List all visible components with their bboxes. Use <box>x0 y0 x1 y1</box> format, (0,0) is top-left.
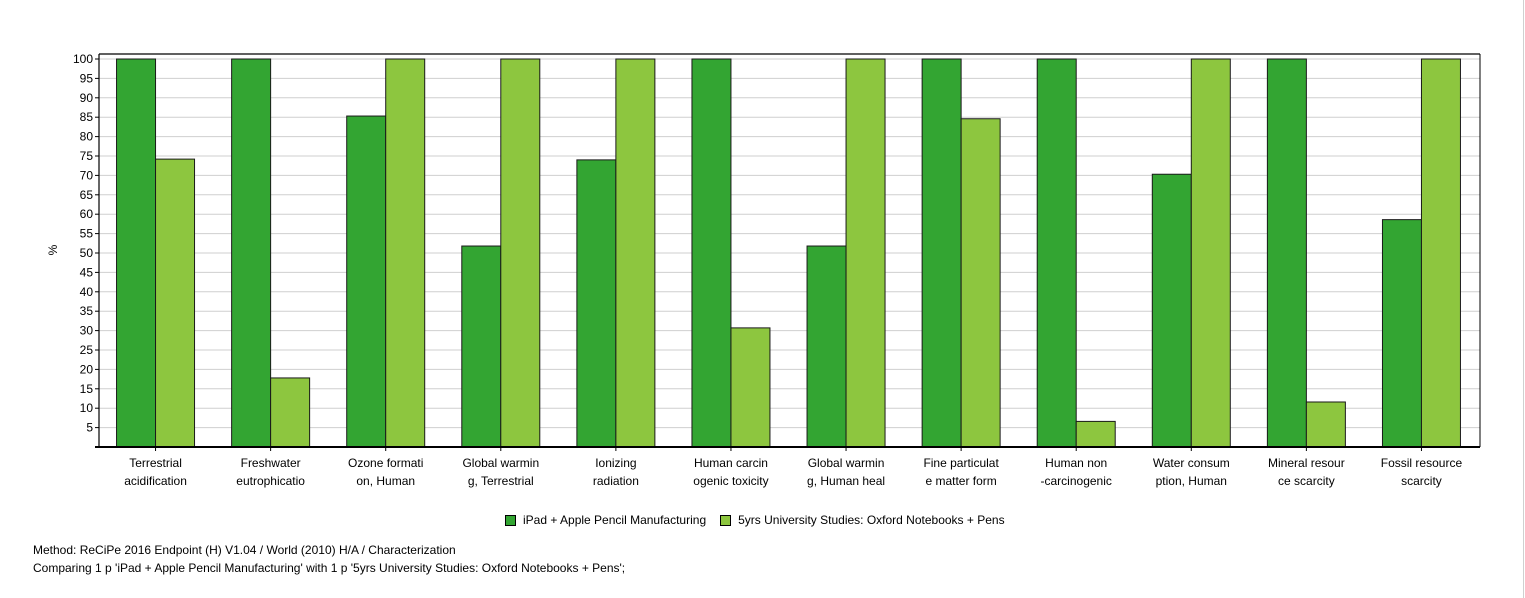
category-label: Water consum <box>1153 456 1230 470</box>
bar-notebooks-6 <box>730 327 771 448</box>
legend-swatch-notebooks <box>720 514 732 526</box>
frame-border <box>1523 0 1524 598</box>
method-text: Method: ReCiPe 2016 Endpoint (H) V1.04 /… <box>33 543 456 557</box>
category-label: ce scarcity <box>1278 474 1335 488</box>
bar-ipad-9 <box>1036 58 1077 448</box>
bar-notebooks-5 <box>615 58 656 448</box>
y-tick-label: 70 <box>80 168 94 182</box>
category-label: Human carcin <box>694 456 768 470</box>
category-label: radiation <box>593 474 639 488</box>
y-tick-label: 35 <box>80 304 94 318</box>
y-tick-label: 20 <box>80 362 94 376</box>
y-tick-label: 30 <box>80 324 94 338</box>
category-label: -carcinogenic <box>1041 474 1112 488</box>
category-label: Human non <box>1045 456 1107 470</box>
y-axis-label: % <box>46 244 60 255</box>
y-tick-label: 10 <box>80 401 94 415</box>
bar-ipad-2 <box>231 58 272 448</box>
category-label: Global warmin <box>462 456 539 470</box>
bar-notebooks-7 <box>845 58 886 448</box>
legend: iPad + Apple Pencil Manufacturing 5yrs U… <box>505 513 1019 527</box>
category-labels: Terrestrial acidification Freshwater eutrop… <box>124 456 1462 488</box>
bar-ipad-5 <box>576 159 617 448</box>
y-tick-label: 45 <box>80 265 94 279</box>
bar-notebooks-10 <box>1190 58 1231 448</box>
category-label: Freshwater <box>241 456 301 470</box>
gridlines <box>99 58 1480 429</box>
y-tick-label: 90 <box>80 91 94 105</box>
y-tick-label: 55 <box>80 227 94 241</box>
legend-label-ipad: iPad + Apple Pencil Manufacturing <box>523 513 707 527</box>
bar-notebooks-3 <box>385 58 426 448</box>
y-tick-label: 80 <box>80 130 94 144</box>
y-tick-label: 50 <box>80 246 94 260</box>
bar-ipad-4 <box>461 245 502 448</box>
category-label: acidification <box>124 474 187 488</box>
y-tick-label: 100 <box>73 52 93 66</box>
category-label: on, Human <box>356 474 415 488</box>
bar-ipad-1 <box>116 58 157 448</box>
category-label: ogenic toxicity <box>693 474 768 488</box>
bar-notebooks-8 <box>960 118 1001 448</box>
bar-chart: 5 10 15 20 25 30 35 40 45 50 55 60 65 70 75 80 85 90 95 100… <box>46 52 1481 488</box>
bar-ipad-12 <box>1381 219 1422 448</box>
y-tick-label: 25 <box>80 343 94 357</box>
y-tick-label: 85 <box>80 110 94 124</box>
y-tick-label: 75 <box>80 149 94 163</box>
bar-notebooks-11 <box>1305 401 1346 448</box>
category-label: Ionizing <box>595 456 636 470</box>
category-label: g, Terrestrial <box>468 474 534 488</box>
footer: Method: ReCiPe 2016 Endpoint (H) V1.04 /… <box>33 541 625 577</box>
category-label: e matter form <box>925 474 996 488</box>
legend-label-notebooks: 5yrs University Studies: Oxford Notebook… <box>738 513 1005 527</box>
bar-notebooks-4 <box>500 58 541 448</box>
y-tick-label: 5 <box>86 421 93 435</box>
legend-item-notebooks: 5yrs University Studies: Oxford Notebook… <box>720 513 1005 527</box>
category-label: g, Human heal <box>807 474 885 488</box>
bar-ipad-8 <box>921 58 962 448</box>
category-label: Fossil resource <box>1381 456 1463 470</box>
legend-item-ipad: iPad + Apple Pencil Manufacturing <box>505 513 706 527</box>
y-tick-label: 40 <box>80 285 94 299</box>
category-label: ption, Human <box>1156 474 1227 488</box>
bar-ipad-3 <box>346 115 387 448</box>
bars <box>116 58 1461 448</box>
category-label: Ozone formati <box>348 456 423 470</box>
bar-notebooks-12 <box>1420 58 1461 448</box>
category-label: Mineral resour <box>1268 456 1345 470</box>
category-label: eutrophicatio <box>236 474 305 488</box>
axes <box>95 53 1481 451</box>
category-label: Global warmin <box>808 456 885 470</box>
category-label: Fine particulat <box>923 456 999 470</box>
y-tick-label: 65 <box>80 188 94 202</box>
y-tick-label: 60 <box>80 207 94 221</box>
y-tick-label: 95 <box>80 71 94 85</box>
bar-notebooks-2 <box>270 377 311 448</box>
legend-swatch-ipad <box>505 514 516 526</box>
bar-ipad-11 <box>1266 58 1307 448</box>
bar-ipad-10 <box>1151 173 1192 448</box>
comparing-text: Comparing 1 p 'iPad + Apple Pencil Manuf… <box>33 561 626 575</box>
bar-notebooks-1 <box>155 158 196 448</box>
category-label: scarcity <box>1401 474 1442 488</box>
y-tick-labels: 5 10 15 20 25 30 35 40 45 50 55 60 65 70 75 80 85 90 95 100 <box>73 52 93 435</box>
category-label: Terrestrial <box>129 456 182 470</box>
y-tick-label: 15 <box>80 382 94 396</box>
bar-ipad-6 <box>691 58 732 448</box>
bar-notebooks-9 <box>1075 420 1116 448</box>
bar-ipad-7 <box>806 245 847 448</box>
